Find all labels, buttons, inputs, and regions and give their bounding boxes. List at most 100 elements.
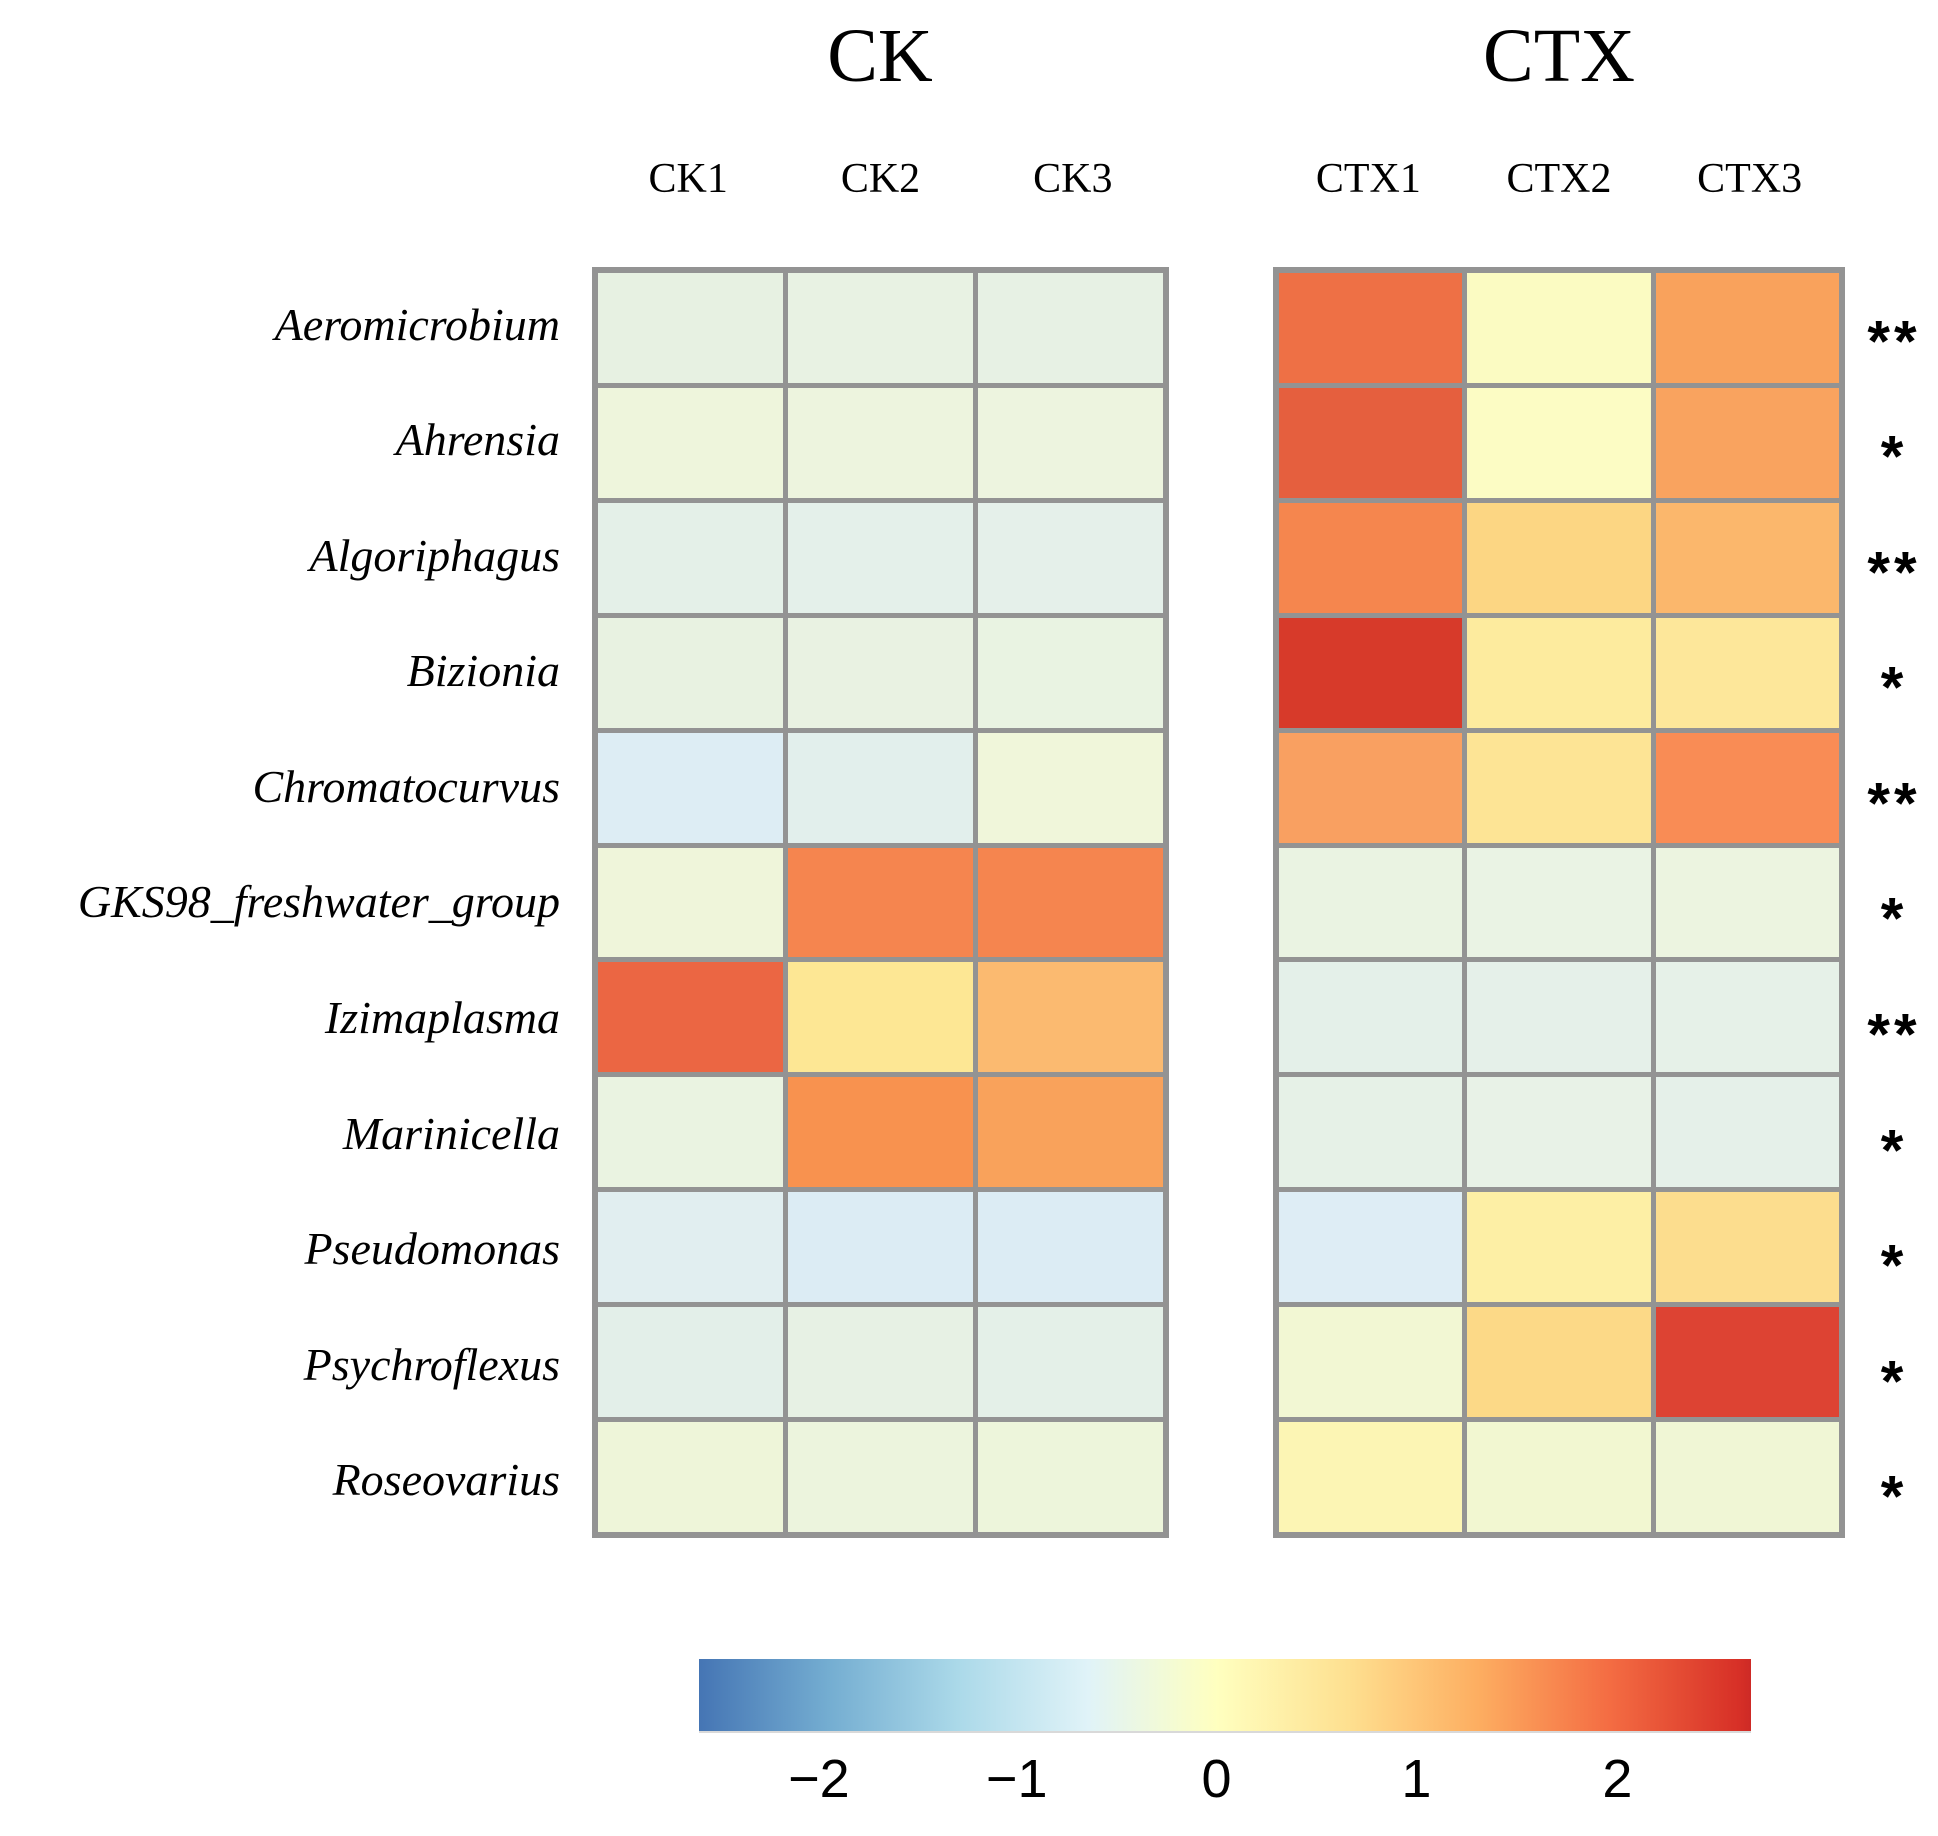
column-header-ctx1: CTX1 (1315, 156, 1421, 202)
column-header-ck1: CK1 (648, 156, 728, 202)
heatmap-cell (788, 1422, 973, 1532)
significance-mark: ** (1867, 771, 1921, 837)
heatmap-cell (1467, 732, 1651, 843)
heatmap-cell (1279, 1307, 1463, 1418)
heatmap-cell (978, 847, 1163, 958)
significance-mark: ** (1867, 309, 1921, 375)
column-header-ck3: CK3 (1033, 156, 1113, 202)
heatmap-cell (1279, 502, 1463, 613)
heatmap-cell (1467, 1307, 1651, 1418)
heatmap-cell (978, 617, 1163, 728)
heatmap-cell (978, 962, 1163, 1073)
significance-mark: * (1880, 886, 1908, 952)
significance-mark: ** (1867, 1002, 1921, 1068)
significance-mark: * (1880, 424, 1908, 490)
row-label: Algoriphagus (309, 529, 560, 581)
heatmap-cell (1467, 273, 1651, 383)
row-label: Marinicella (342, 1107, 560, 1159)
heatmap-cell (1279, 732, 1463, 843)
heatmap-cell (1279, 847, 1463, 958)
heatmap-cell (1655, 1077, 1839, 1188)
column-headers-ctx: CTX1 CTX2 CTX3 (1273, 146, 1845, 212)
heatmap-cell (788, 1077, 973, 1188)
significance-mark: * (1880, 1233, 1908, 1299)
heatmap-cell (978, 1307, 1163, 1418)
heatmap-cell (978, 1077, 1163, 1188)
heatmap-cell (598, 502, 783, 613)
row-labels: Aeromicrobium Ahrensia Algoriphagus Bizioni… (0, 267, 576, 1538)
row-label: Psychroflexus (303, 1338, 560, 1390)
heatmap-cell (1655, 962, 1839, 1073)
heatmap-cell (1655, 1192, 1839, 1303)
row-label: Pseudomonas (304, 1223, 560, 1275)
heatmap-cell (1655, 847, 1839, 958)
heatmap-cell (788, 847, 973, 958)
heatmap-cell (788, 617, 973, 728)
significance-mark: * (1880, 1349, 1908, 1415)
column-header-ck2: CK2 (840, 156, 921, 202)
colorbar-gradient (699, 1659, 1751, 1733)
heatmap-cell (788, 732, 973, 843)
column-header-ctx2: CTX2 (1506, 156, 1612, 202)
heatmap-cell (1279, 617, 1463, 728)
heatmap-cell (598, 847, 783, 958)
heatmap-cell (1655, 1422, 1839, 1532)
heatmap-cell (978, 1192, 1163, 1303)
heatmap-cell (1655, 617, 1839, 728)
heatmap-cell (1467, 1192, 1651, 1303)
colorbar-tick-labels: −2 −1 0 1 2 (699, 1749, 1751, 1822)
heatmap-cell (1467, 847, 1651, 958)
row-label: GKS98_freshwater_group (77, 876, 560, 928)
row-label: Roseovarius (332, 1454, 560, 1506)
heatmap-cell (598, 273, 783, 383)
heatmap-cell (598, 617, 783, 728)
heatmap-cell (1467, 387, 1651, 498)
row-label: Izimaplasma (324, 992, 560, 1044)
heatmap-grid-ctx (1273, 267, 1845, 1538)
heatmap-cell (1655, 387, 1839, 498)
heatmap-cell (978, 1422, 1163, 1532)
group-title-ck: CK (827, 14, 933, 98)
row-label: Chromatocurvus (252, 760, 560, 812)
heatmap-cell (978, 502, 1163, 613)
row-label: Aeromicrobium (274, 298, 560, 350)
heatmap-cell (1655, 732, 1839, 843)
heatmap-cell (598, 1077, 783, 1188)
heatmap-cell (1467, 1077, 1651, 1188)
significance-column: ** * ** * ** * ** * * * * (1852, 267, 1936, 1538)
heatmap-cell (1467, 1422, 1651, 1532)
heatmap-cell (1467, 502, 1651, 613)
heatmap-cell (788, 502, 973, 613)
heatmap-cell (1279, 273, 1463, 383)
heatmap-cell (1467, 617, 1651, 728)
heatmap-cell (1279, 387, 1463, 498)
significance-mark: * (1880, 655, 1908, 721)
colorbar-tick-label: −2 (788, 1749, 850, 1809)
significance-mark: * (1880, 1464, 1908, 1530)
colorbar-tick-label: 0 (1201, 1749, 1232, 1809)
heatmap-cell (1279, 962, 1463, 1073)
heatmap-cell (978, 273, 1163, 383)
heatmap-cell (1655, 1307, 1839, 1418)
heatmap-cell (788, 1192, 973, 1303)
colorbar-tick-label: 2 (1602, 1749, 1633, 1809)
column-header-ctx3: CTX3 (1697, 156, 1803, 202)
heatmap-cell (1279, 1422, 1463, 1532)
heatmap-cell (788, 1307, 973, 1418)
heatmap-cell (1279, 1192, 1463, 1303)
heatmap-cell (978, 387, 1163, 498)
heatmap-grid-ck (592, 267, 1169, 1538)
heatmap-cell (1655, 273, 1839, 383)
heatmap-cell (1467, 962, 1651, 1073)
heatmap-cell (598, 1192, 783, 1303)
significance-mark: * (1880, 1117, 1908, 1183)
heatmap-cell (788, 273, 973, 383)
group-title-ctx: CTX (1483, 14, 1635, 98)
heatmap-cell (598, 962, 783, 1073)
colorbar-tick-label: 1 (1401, 1749, 1432, 1809)
heatmap-cell (598, 387, 783, 498)
heatmap-cell (598, 1422, 783, 1532)
heatmap-cell (1655, 502, 1839, 613)
row-label: Ahrensia (395, 414, 560, 466)
column-headers-ck: CK1 CK2 CK3 (592, 146, 1169, 212)
